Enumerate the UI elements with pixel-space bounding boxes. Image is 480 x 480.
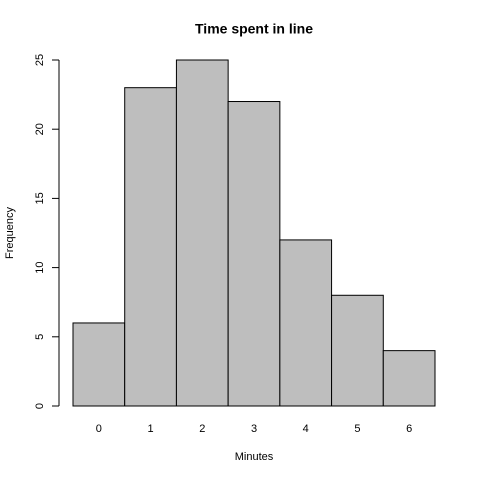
y-tick-label: 25 — [34, 54, 46, 66]
bar — [175, 59, 229, 407]
bar — [227, 101, 281, 407]
x-tick-label: 0 — [96, 423, 102, 435]
x-tick-label: 5 — [354, 423, 360, 435]
x-tick-label: 6 — [406, 423, 412, 435]
x-tick-label: 4 — [303, 423, 309, 435]
bar — [279, 239, 333, 407]
y-tick-label: 20 — [34, 123, 46, 135]
x-tick-label: 2 — [199, 423, 205, 435]
y-tick-label: 10 — [34, 261, 46, 273]
bar — [382, 350, 436, 407]
y-tick-label: 0 — [34, 403, 46, 409]
y-tick-label: 5 — [34, 334, 46, 340]
y-tick-label: 15 — [34, 192, 46, 204]
x-axis-label: Minutes — [235, 451, 274, 463]
bar — [72, 322, 126, 407]
chart-title: Time spent in line — [195, 21, 313, 37]
bar — [331, 294, 384, 407]
x-tick-label: 1 — [148, 423, 154, 435]
y-axis-label: Frequency — [4, 207, 16, 259]
bar — [124, 87, 177, 407]
x-tick-label: 3 — [251, 423, 257, 435]
